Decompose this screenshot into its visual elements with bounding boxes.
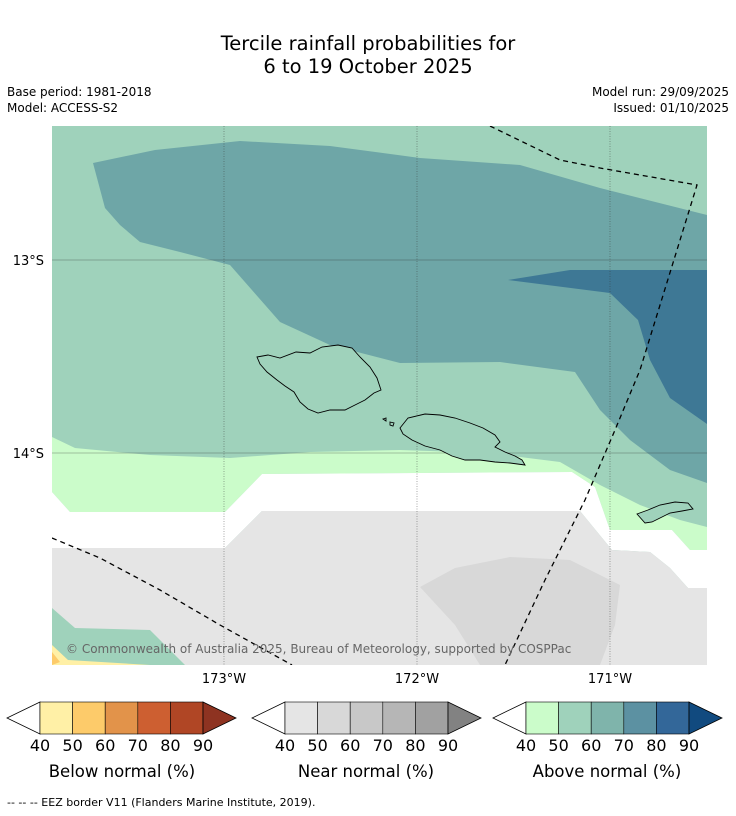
colorbar-above-min-extend: [492, 701, 527, 735]
above-normal-60-70-region: [93, 141, 707, 483]
colorbar-above-segment: [590, 701, 625, 735]
map-title-line1: Tercile rainfall probabilities for: [220, 32, 516, 55]
islet-1: [381, 417, 387, 422]
copyright-text: © Commonwealth of Australia 2025, Bureau…: [66, 642, 571, 656]
colorbar-near-tick: 90: [438, 736, 458, 755]
eez-border: [52, 126, 698, 665]
colorbar-title-above: Above normal (%): [532, 762, 682, 781]
above-normal-70-80-region: [508, 270, 707, 424]
base-period: Base period: 1981-2018: [7, 85, 152, 99]
colorbar-above-tick: 90: [679, 736, 699, 755]
islet-2: [389, 421, 395, 427]
colorbar-below-tick: 80: [160, 736, 180, 755]
map-title-line2: 6 to 19 October 2025: [263, 55, 473, 78]
colorbar-above-segment: [656, 701, 690, 735]
colorbar-near-tick: 40: [275, 736, 295, 755]
colorbar-below-segment: [72, 701, 106, 735]
colorbar-near-max-extend: [447, 701, 482, 735]
near-normal-50-60-region: [420, 557, 620, 665]
colorbar-above-normal: 40 50 60 70 80 90: [492, 701, 723, 755]
colorbar-below-segment: [137, 701, 171, 735]
colorbar-near-tick: 80: [405, 736, 425, 755]
colorbar-near-tick: 70: [373, 736, 393, 755]
colorbar-below-max-extend: [202, 701, 237, 735]
above-normal-40-50-region: [52, 437, 707, 550]
colorbar-near-tick: 60: [340, 736, 360, 755]
colorbar-above-segment: [623, 701, 657, 735]
colorbar-near-min-extend: [251, 701, 286, 735]
colorbar-below-normal: 40 50 60 70 80 90: [6, 701, 237, 755]
colorbar-above-tick: 80: [646, 736, 666, 755]
colorbar-above-segment: [558, 701, 592, 735]
issued-date: Issued: 01/10/2025: [613, 101, 729, 115]
below-normal-50-60-region: [52, 652, 60, 665]
graticule: [52, 126, 707, 665]
colorbar-below-tick: 40: [30, 736, 50, 755]
probability-field: [52, 126, 707, 665]
colorbar-title-below: Below normal (%): [48, 762, 196, 781]
colorbar-near-segment: [349, 701, 384, 735]
colorbar-near-segment: [317, 701, 351, 735]
model-run-date: Model run: 29/09/2025: [591, 85, 729, 99]
colorbar-near-segment: [284, 701, 318, 735]
lon-label-173w: 173°W: [202, 672, 246, 687]
colorbar-above-tick: 50: [548, 736, 568, 755]
colorbar-below-segment: [104, 701, 139, 735]
colorbar-above-tick: 60: [581, 736, 601, 755]
colorbar-below-tick: 90: [193, 736, 213, 755]
colorbar-above-tick: 70: [614, 736, 634, 755]
samoa-islands: [256, 344, 694, 524]
no-dominant-category-region: [52, 472, 707, 588]
colorbar-below-tick: 60: [95, 736, 115, 755]
tutuila-island: [636, 501, 694, 524]
colorbar-below-segment: [170, 701, 204, 735]
lat-label-13s: 13°S: [13, 254, 44, 269]
lon-label-172w: 172°W: [395, 672, 439, 687]
colorbar-above-tick: 40: [516, 736, 536, 755]
colorbar-below-min-extend: [6, 701, 41, 735]
model-name: Model: ACCESS-S2: [7, 101, 119, 115]
colorbar-near-normal: 40 50 60 70 80 90: [251, 701, 482, 755]
lon-label-171w: 171°W: [588, 672, 632, 687]
colorbar-below-tick: 50: [62, 736, 82, 755]
colorbar-below-segment: [39, 701, 73, 735]
upolu-island: [399, 413, 526, 466]
colorbar-above-max-extend: [688, 701, 723, 735]
savaii-island: [256, 344, 382, 414]
colorbar-title-near: Near normal (%): [297, 762, 435, 781]
colorbar-near-segment: [415, 701, 449, 735]
colorbar-below-tick: 70: [128, 736, 148, 755]
colorbar-near-tick: 50: [307, 736, 327, 755]
colorbar-above-segment: [525, 701, 559, 735]
eez-legend-text: -- -- -- EEZ border V11 (Flanders Marine…: [7, 796, 316, 809]
colorbar-near-segment: [382, 701, 416, 735]
lat-label-14s: 14°S: [13, 447, 44, 462]
below-normal-40-50-region: [52, 645, 150, 665]
